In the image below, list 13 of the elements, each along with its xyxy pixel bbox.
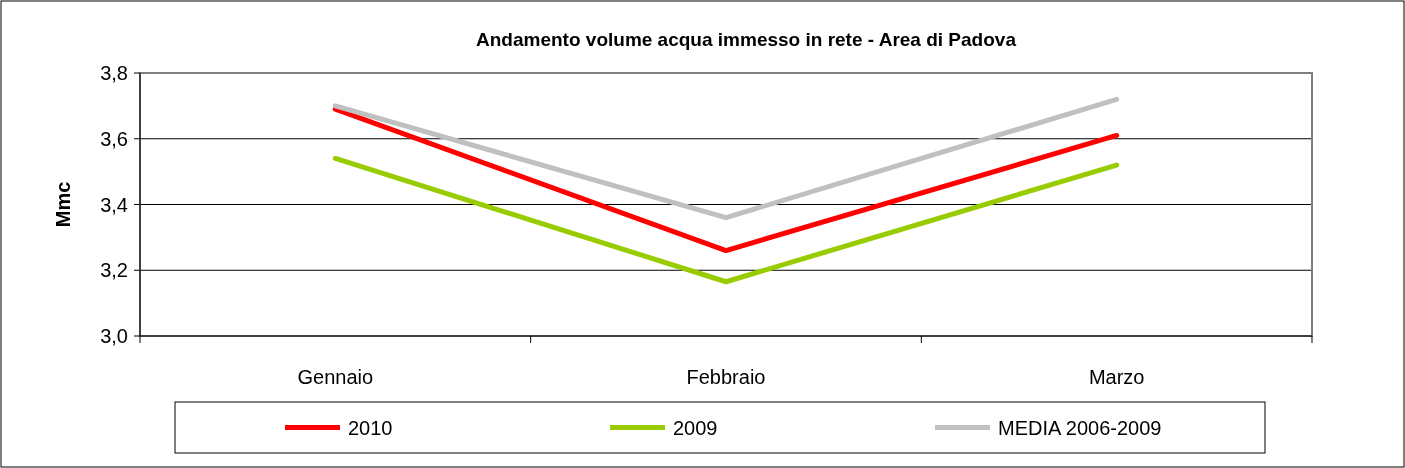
y-tick-label: 3,2 <box>100 259 128 282</box>
chart-title: Andamento volume acqua immesso in rete - Area di Padova <box>476 29 1017 50</box>
y-axis-title: Mmc <box>52 181 74 228</box>
legend-label: MEDIA 2006-2009 <box>998 416 1162 439</box>
y-tick-label: 3,8 <box>100 62 128 84</box>
x-tick-label: Gennaio <box>297 366 374 388</box>
legend-label: 2010 <box>348 416 393 439</box>
x-tick-label: Febbraio <box>686 366 766 388</box>
y-tick-label: 3,4 <box>100 193 128 216</box>
legend-label: 2009 <box>673 416 718 439</box>
y-tick-label: 3,6 <box>100 127 128 150</box>
x-tick-label: Marzo <box>1088 366 1145 388</box>
y-tick-label: 3,0 <box>100 325 128 347</box>
